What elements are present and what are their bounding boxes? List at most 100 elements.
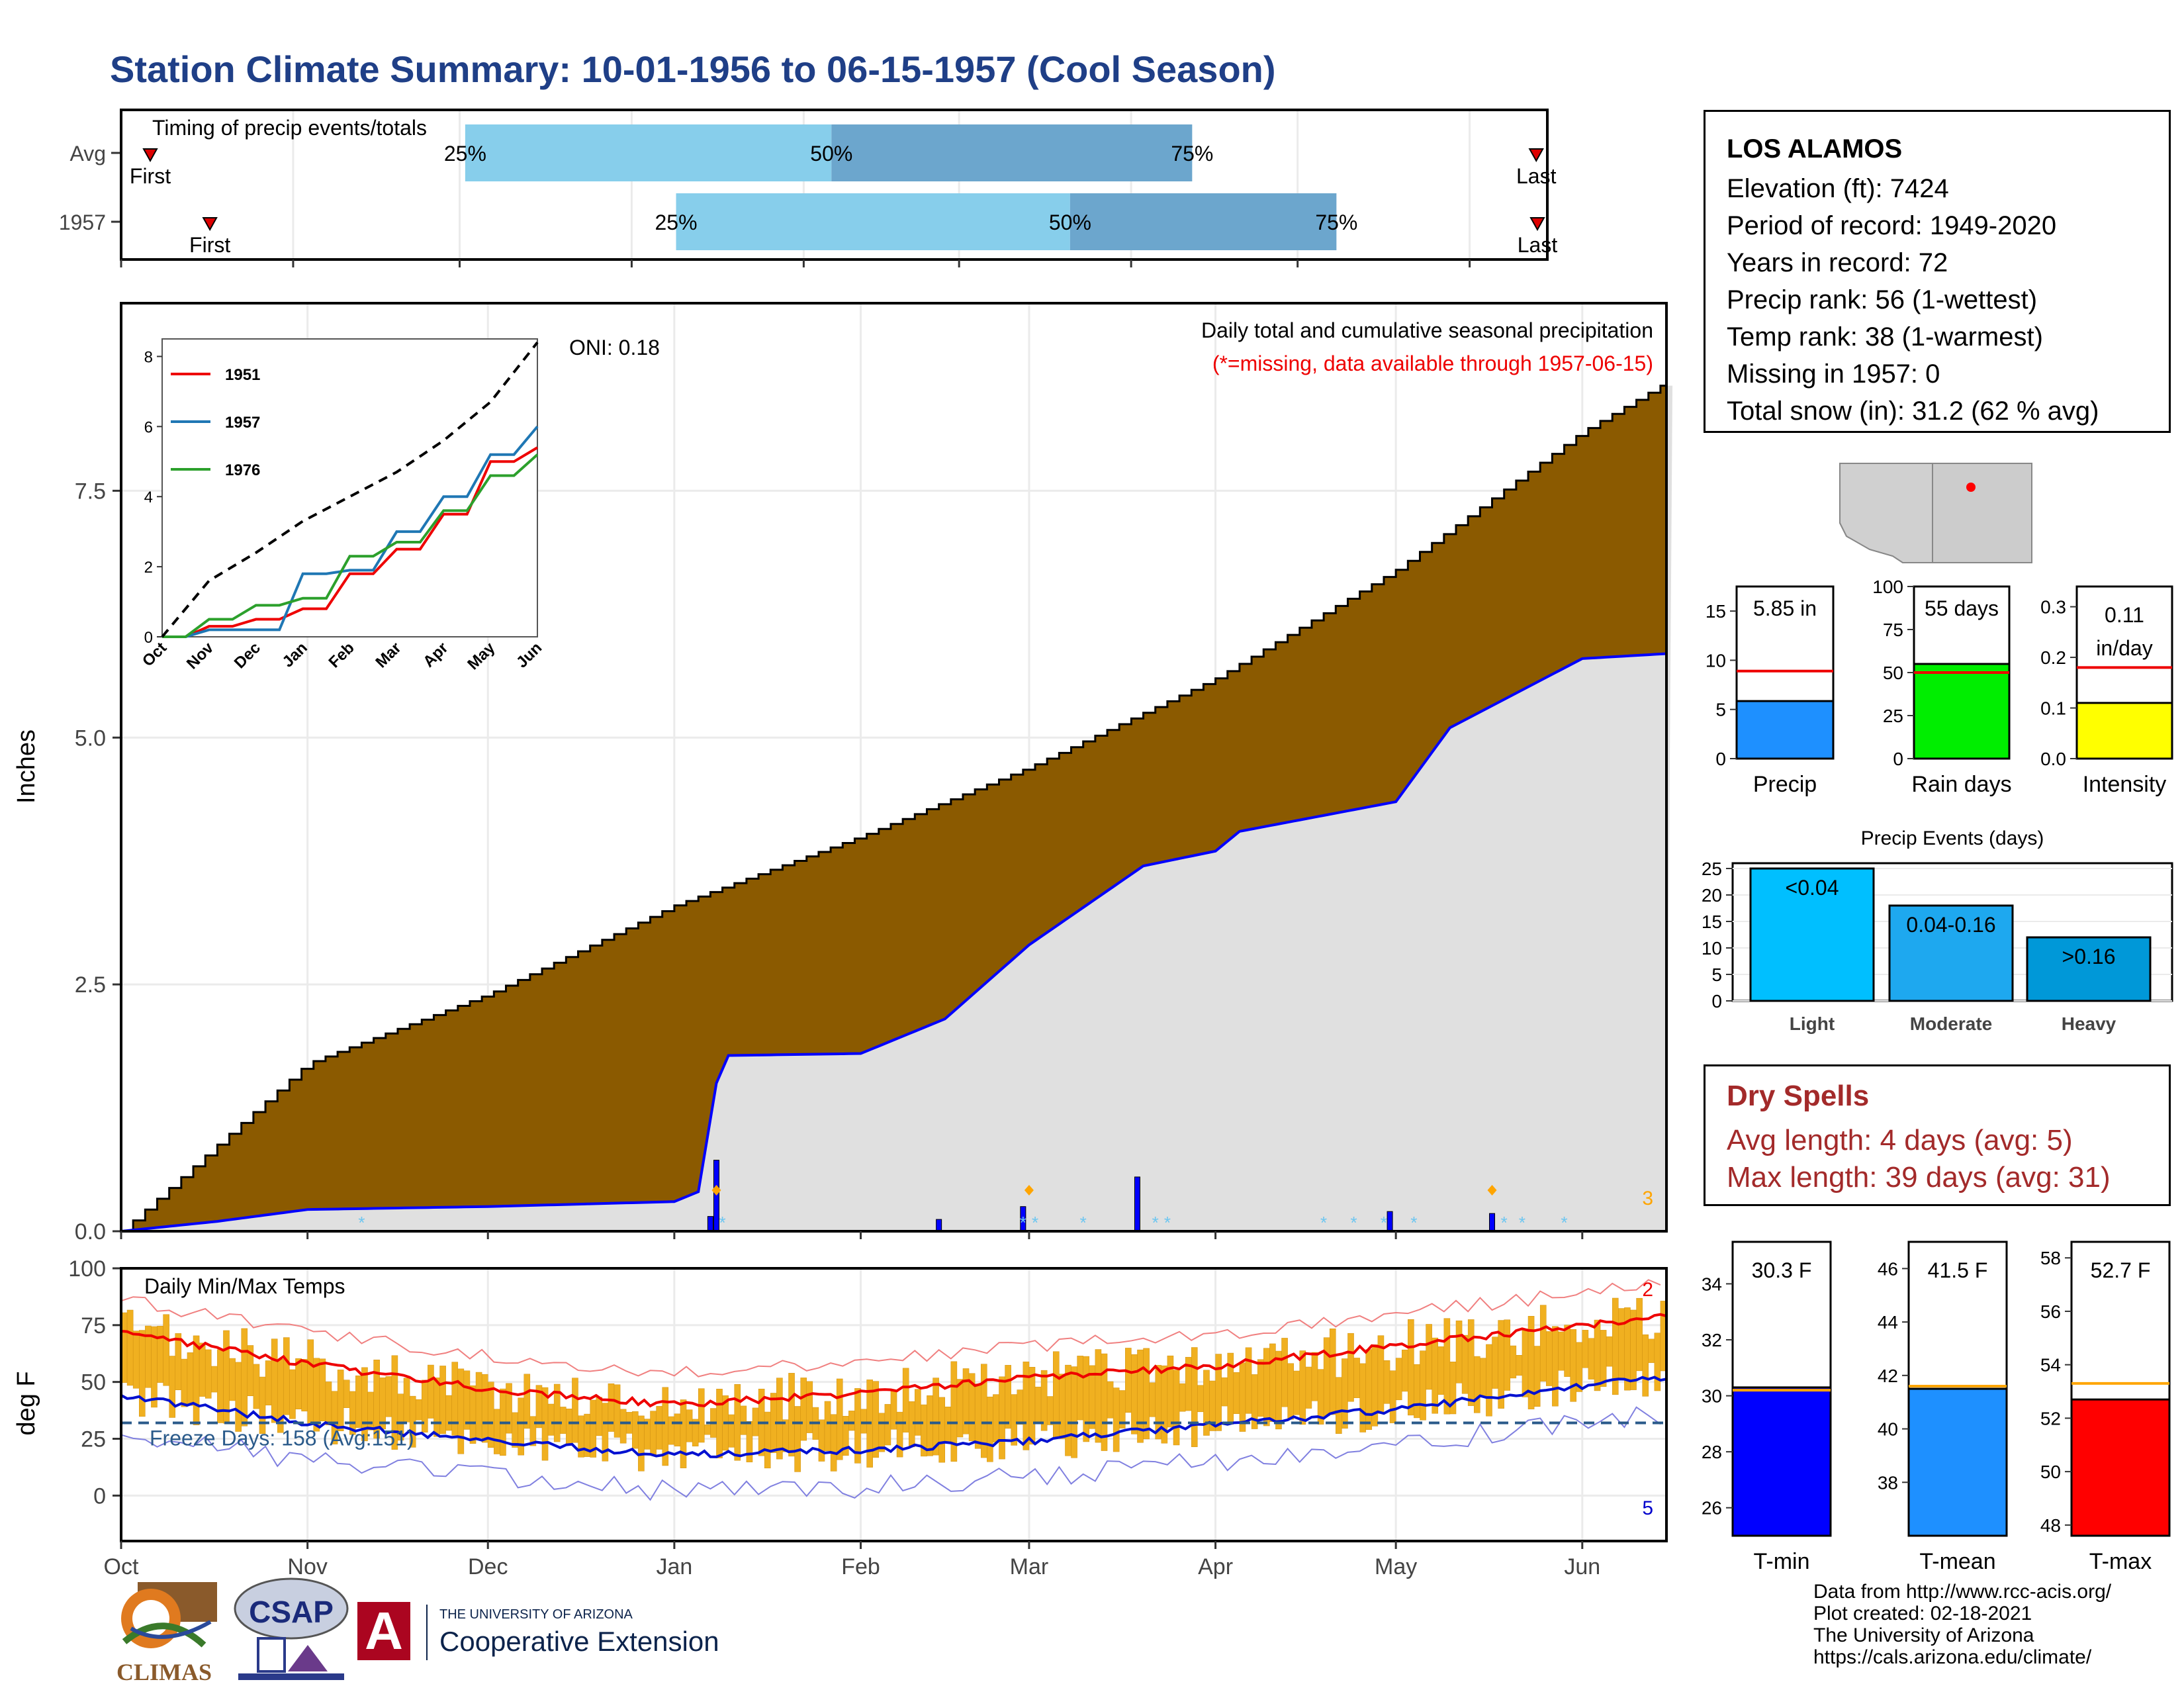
daily-temp-bar [668,1416,675,1445]
daily-temp-bar [1269,1343,1276,1422]
credit-line: The University of Arizona [1813,1624,2034,1646]
daily-temp-bar [169,1356,176,1418]
daily-precip-bar [936,1219,942,1232]
daily-temp-bar [1606,1336,1613,1367]
temp-y-label: deg F [13,1371,40,1435]
daily-temp-bar [632,1411,639,1449]
daily-temp-bar [1408,1319,1414,1416]
tstat-axis-label: T-max [2089,1549,2152,1574]
snow-marker-icon: * [1032,1213,1038,1233]
daily-temp-bar [872,1381,880,1458]
inset-y-tick-label: 0 [144,629,153,647]
main-y-label: Inches [13,729,40,804]
daily-temp-bar [163,1314,169,1386]
tstat-value-bar [1731,1386,1832,1537]
snow-marker-icon: * [1410,1213,1417,1233]
main-corner-count: 3 [1642,1188,1653,1209]
daily-temp-bar [1053,1351,1060,1438]
first-label: First [130,164,171,188]
daily-temp-bar [1323,1337,1330,1417]
daily-temp-bar [1257,1359,1264,1417]
daily-temp-bar [451,1362,459,1436]
events-y-tick-label: 0 [1711,991,1722,1011]
daily-temp-bar [259,1376,266,1434]
daily-temp-bar [716,1389,723,1458]
daily-temp-bar [1618,1308,1625,1379]
daily-temp-bar [1149,1382,1156,1417]
daily-temp-bar [1287,1363,1294,1420]
daily-temp-bar [1095,1349,1102,1443]
last-marker-icon [1529,217,1545,232]
inset-legend-label: 1976 [225,461,260,479]
station-elevation: Elevation (ft): 7424 [1727,174,1949,203]
record-high-line [120,1279,1661,1378]
tstat-y-tick-label: 48 [2040,1515,2061,1536]
daily-temp-bar [1197,1385,1204,1413]
timing-pct-label: 25% [655,211,697,234]
daily-temp-bar [319,1358,326,1421]
temp-y-tick-label: 50 [81,1370,106,1395]
daily-temp-bar [1329,1328,1336,1415]
daily-temp-bar [1028,1367,1036,1445]
station-snow: Total snow (in): 31.2 (62 % avg) [1727,397,2099,426]
tstat-y-tick-label: 50 [2040,1462,2061,1482]
events-y-tick-label: 10 [1702,938,1722,959]
daily-temp-bar [337,1370,344,1431]
daily-temp-bar [1233,1372,1240,1414]
daily-temp-bar [379,1377,387,1430]
daily-temp-bar [878,1413,886,1452]
tstat-value-bar [2070,1398,2171,1537]
events-bar-label: >0.16 [2062,945,2116,968]
daily-temp-bar [1414,1364,1420,1419]
month-axis-label: Dec [468,1554,508,1579]
events-category-label: Heavy [2062,1013,2116,1034]
mini-value-unit: in/day [2096,636,2152,660]
snow-marker-icon: * [1501,1213,1508,1233]
daily-temp-bar [1533,1346,1541,1407]
snow-marker-icon: * [1561,1213,1567,1233]
daily-temp-bar [475,1372,482,1438]
daily-precip-bar [1489,1213,1496,1232]
daily-temp-bar [469,1385,477,1444]
daily-temp-bar [1336,1377,1342,1434]
main-y-tick-label: 0.0 [75,1219,106,1244]
mini-value-label: 0.11 [2105,603,2144,627]
daily-temp-bar [1191,1347,1198,1447]
inset-x-tick-label: Nov [183,639,218,673]
daily-temp-bar [1539,1305,1547,1382]
daily-temp-bar [518,1397,524,1456]
oni-label: ONI: 0.18 [569,336,660,359]
tstat-value-label: 41.5 F [1928,1258,1988,1282]
daily-temp-bar [842,1416,849,1456]
daily-temp-bar [1179,1383,1186,1412]
daily-temp-bar [547,1403,555,1436]
daily-temp-bar [566,1408,572,1444]
daily-temp-bar [728,1414,735,1448]
daily-temp-bar [824,1401,831,1451]
daily-temp-bar [1077,1356,1083,1421]
tstat-y-tick-label: 54 [2040,1355,2061,1376]
daily-temp-bar [325,1382,332,1425]
avg-min-line [120,1376,1667,1458]
station-location-marker [1966,483,1976,492]
daily-temp-bar [1221,1377,1228,1407]
daily-temp-bar [764,1411,771,1469]
daily-temp-bar [529,1416,537,1446]
daily-temp-bar [1215,1354,1222,1431]
temp-y-tick-label: 100 [68,1256,106,1282]
daily-temp-bar [445,1395,452,1431]
daily-temp-bar [1293,1370,1300,1415]
daily-temp-bar [1510,1345,1517,1379]
daily-temp-bar [1522,1329,1529,1397]
daily-temp-bar [1299,1350,1306,1425]
mini-y-tick-label: 100 [1872,577,1903,597]
temp-corner-top: 2 [1642,1279,1653,1301]
timing-bar-25-50 [676,193,1070,250]
daily-temp-bar [1474,1356,1480,1413]
daily-temp-bar [1311,1352,1318,1401]
daily-temp-bar [776,1378,783,1460]
daily-temp-bar [403,1378,410,1423]
daily-temp-bar [1263,1348,1270,1427]
daily-temp-bar [608,1383,615,1432]
inset-x-tick-label: Jun [513,639,545,671]
